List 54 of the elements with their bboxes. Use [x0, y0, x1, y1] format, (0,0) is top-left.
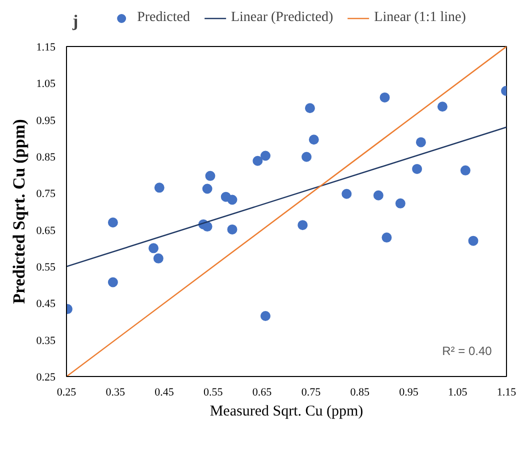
y-tick-label: 0.65 [36, 224, 56, 237]
point [227, 224, 238, 234]
x-axis-title: Measured Sqrt. Cu (ppm) [210, 404, 364, 420]
x-tick-label: 1.15 [496, 386, 517, 398]
y-tick-label: 0.25 [36, 372, 56, 384]
y-axis-title: Predicted Sqrt. Cu (ppm) [9, 119, 28, 304]
legend-label: Linear (Predicted) [230, 10, 334, 26]
point [395, 198, 406, 208]
y-tick-label: 0.45 [36, 298, 56, 310]
legend-label: Predicted [137, 10, 190, 26]
x-tick-label: 0.95 [399, 386, 419, 398]
x-tick-label: 0.45 [154, 386, 174, 398]
point [260, 311, 270, 321]
point [380, 92, 390, 102]
y-tick-label: 0.75 [36, 188, 56, 200]
y-tick-label: 0.55 [36, 262, 56, 274]
point [154, 182, 164, 193]
y-tick-label: 1.15 [36, 42, 56, 54]
x-tick-label: 0.65 [252, 386, 272, 398]
point [382, 232, 392, 243]
point [252, 156, 263, 166]
point [202, 184, 212, 194]
point [468, 236, 478, 246]
point [298, 220, 308, 230]
x-tick-label: 0.55 [204, 386, 224, 398]
y-tick-label: 0.85 [36, 152, 56, 164]
annotation: R² = 0.40 [442, 344, 492, 358]
point [342, 188, 352, 199]
point [302, 152, 312, 162]
point [108, 218, 118, 228]
point [227, 194, 238, 205]
point [260, 150, 270, 161]
point [308, 134, 319, 145]
legend-label: Linear (1:1 line) [374, 10, 466, 26]
point [437, 102, 448, 112]
point [304, 103, 315, 114]
x-tick-label: 0.35 [106, 386, 126, 398]
point [108, 277, 118, 288]
point [416, 137, 426, 148]
text: j [72, 12, 78, 30]
point [460, 165, 470, 176]
x-tick-label: 0.75 [301, 386, 322, 398]
point [205, 170, 216, 181]
point [412, 164, 422, 174]
point [373, 190, 384, 200]
x-tick-label: 1.05 [448, 386, 468, 398]
x-tick-label: 0.25 [56, 386, 77, 398]
y-tick-label: 0.35 [36, 334, 56, 347]
y-tick-label: 1.05 [36, 78, 56, 90]
point [202, 222, 212, 232]
y-tick-label: 0.95 [36, 114, 56, 127]
x-tick-label: 0.85 [350, 386, 370, 398]
point [153, 253, 164, 264]
point [148, 243, 159, 254]
